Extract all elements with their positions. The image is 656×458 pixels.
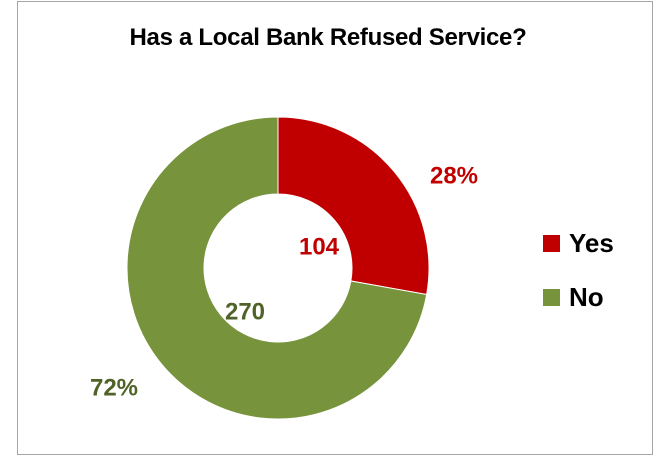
legend-label-no: No (569, 282, 604, 312)
legend-item-yes: Yes (543, 228, 614, 259)
legend-item-no: No (543, 282, 604, 313)
value-label-no: 270 (225, 298, 265, 325)
chart-title: Has a Local Bank Refused Service? (129, 24, 527, 51)
slice-yes (277, 116, 430, 296)
slice-no (126, 116, 428, 420)
percent-label-no: 72% (90, 374, 138, 401)
legend-swatch-no (543, 289, 560, 306)
percent-label-yes: 28% (430, 162, 478, 189)
value-label-yes: 104 (299, 233, 340, 260)
legend-label-yes: Yes (569, 228, 614, 258)
legend-swatch-yes (543, 235, 560, 252)
